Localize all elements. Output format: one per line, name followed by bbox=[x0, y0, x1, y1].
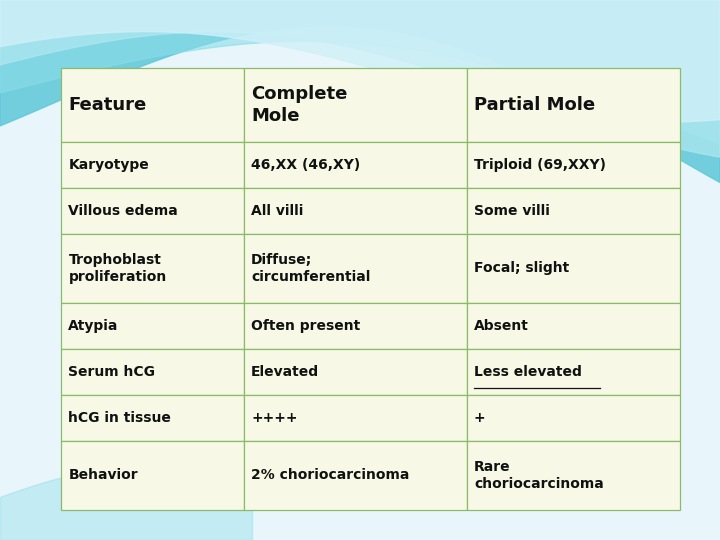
Text: Atypia: Atypia bbox=[68, 319, 119, 333]
Bar bbox=[244, 395, 467, 441]
Text: Absent: Absent bbox=[474, 319, 529, 333]
Bar bbox=[244, 188, 467, 233]
Text: Feature: Feature bbox=[68, 96, 147, 114]
Text: Elevated: Elevated bbox=[251, 365, 319, 379]
Text: Complete
Mole: Complete Mole bbox=[251, 85, 348, 125]
Text: Less elevated: Less elevated bbox=[474, 365, 582, 379]
Text: 2% choriocarcinoma: 2% choriocarcinoma bbox=[251, 468, 410, 482]
Text: Some villi: Some villi bbox=[474, 204, 550, 218]
Bar bbox=[467, 395, 680, 441]
Text: Trophoblast
proliferation: Trophoblast proliferation bbox=[68, 253, 166, 284]
Bar bbox=[61, 68, 244, 142]
Text: Rare
choriocarcinoma: Rare choriocarcinoma bbox=[474, 460, 604, 491]
Text: Triploid (69,XXY): Triploid (69,XXY) bbox=[474, 158, 606, 172]
Text: Villous edema: Villous edema bbox=[68, 204, 178, 218]
Text: Often present: Often present bbox=[251, 319, 360, 333]
Bar bbox=[244, 233, 467, 303]
Bar bbox=[467, 68, 680, 142]
Bar bbox=[244, 349, 467, 395]
Bar bbox=[244, 68, 467, 142]
Bar bbox=[244, 142, 467, 188]
Bar bbox=[61, 349, 244, 395]
Bar bbox=[467, 188, 680, 233]
Bar bbox=[61, 188, 244, 233]
Bar bbox=[467, 142, 680, 188]
Text: ++++: ++++ bbox=[251, 410, 297, 424]
Text: Behavior: Behavior bbox=[68, 468, 138, 482]
Text: +: + bbox=[474, 410, 485, 424]
Text: Partial Mole: Partial Mole bbox=[474, 96, 595, 114]
Bar bbox=[467, 349, 680, 395]
Text: All villi: All villi bbox=[251, 204, 303, 218]
Bar bbox=[61, 142, 244, 188]
Text: Focal; slight: Focal; slight bbox=[474, 261, 570, 275]
Text: Serum hCG: Serum hCG bbox=[68, 365, 156, 379]
Bar bbox=[61, 303, 244, 349]
Bar bbox=[467, 303, 680, 349]
Text: hCG in tissue: hCG in tissue bbox=[68, 410, 171, 424]
Bar bbox=[244, 441, 467, 510]
Text: Diffuse;
circumferential: Diffuse; circumferential bbox=[251, 253, 370, 284]
Text: Karyotype: Karyotype bbox=[68, 158, 149, 172]
Text: 46,XX (46,XY): 46,XX (46,XY) bbox=[251, 158, 360, 172]
Bar bbox=[61, 233, 244, 303]
Bar bbox=[61, 395, 244, 441]
Bar bbox=[467, 441, 680, 510]
Bar bbox=[61, 441, 244, 510]
Bar bbox=[244, 303, 467, 349]
Bar bbox=[467, 233, 680, 303]
